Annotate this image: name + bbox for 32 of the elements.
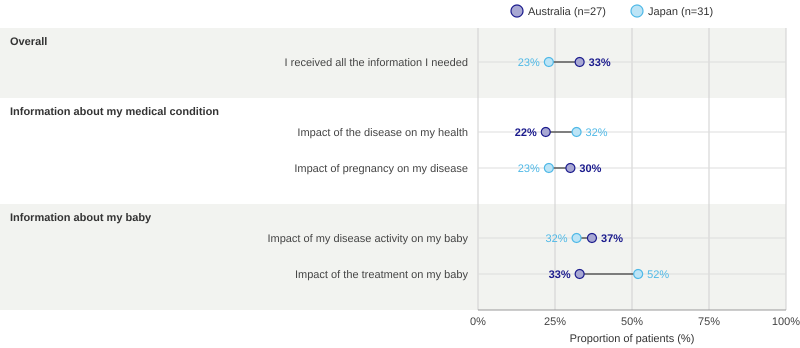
data-label: 22%	[514, 127, 537, 139]
y-tick-label: Impact of the disease on my health	[297, 127, 468, 139]
point	[574, 56, 585, 68]
x-tick-label: 0%	[470, 316, 486, 328]
y-tick-label: Impact of pregnancy on my disease	[294, 163, 468, 175]
y-tick-label: Impact of the treatment on my baby	[294, 269, 468, 281]
point	[574, 268, 585, 280]
data-label: 23%	[518, 57, 540, 69]
data-label: 32%	[546, 233, 568, 245]
x-tick-label: 50%	[620, 316, 644, 328]
point	[544, 56, 554, 68]
x-tick-label: 75%	[698, 316, 720, 328]
legend-label: Australia (n=27)	[528, 6, 606, 18]
data-label: 33%	[548, 269, 571, 281]
data-label: 23%	[518, 163, 540, 175]
data-label: 30%	[579, 163, 602, 175]
legend-label: Japan (n=31)	[648, 6, 714, 18]
y-tick-label: I received all the information I needed	[284, 57, 468, 69]
data-label: 33%	[588, 57, 611, 69]
x-axis-title: Proportion of patients (%)	[570, 333, 694, 345]
data-label: 32%	[586, 127, 608, 139]
y-tick-label: Impact of my disease activity on my baby	[267, 233, 468, 245]
text: Overall	[10, 36, 48, 48]
point	[544, 162, 554, 174]
point	[633, 268, 644, 280]
x-tick-label: 100%	[772, 316, 800, 328]
data-label: 52%	[647, 269, 670, 281]
point	[565, 162, 576, 174]
text: Information about my baby	[10, 212, 152, 224]
text: Information about my medical condition	[10, 106, 220, 118]
x-tick-label: 25%	[544, 316, 566, 328]
data-label: 37%	[600, 233, 624, 245]
